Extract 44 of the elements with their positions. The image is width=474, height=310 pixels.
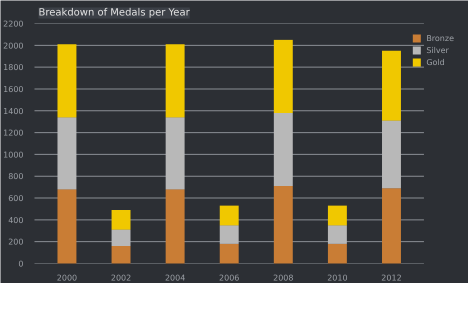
y-tick-label: 1600	[3, 84, 24, 94]
x-tick-label: 2000	[56, 274, 78, 282]
bar	[328, 225, 347, 244]
legend-label: Silver	[426, 46, 449, 54]
x-tick-label: 2006	[219, 274, 240, 282]
bar	[220, 225, 239, 244]
bar	[166, 44, 185, 118]
y-tick-label: 2000	[3, 41, 24, 50]
x-tick-label: 2012	[381, 274, 402, 282]
legend-label: Bronze	[426, 34, 454, 42]
bar	[166, 189, 185, 264]
bar	[57, 189, 76, 264]
y-tick-label: 600	[8, 194, 24, 204]
bar	[274, 186, 293, 264]
bar	[382, 188, 401, 264]
y-tick-label: 400	[8, 216, 24, 225]
bar	[274, 112, 293, 186]
bar	[166, 117, 185, 190]
bar	[112, 246, 131, 264]
y-tick-label: 200	[8, 238, 24, 247]
bar	[328, 244, 347, 264]
y-tick-label: 2200	[3, 20, 24, 28]
bar	[112, 230, 131, 246]
legend-label: Gold	[426, 58, 446, 66]
x-tick-label: 2010	[327, 274, 348, 282]
bar	[57, 117, 76, 190]
bar	[57, 44, 76, 118]
bar	[382, 120, 401, 188]
y-tick-label: 1400	[3, 106, 24, 116]
x-tick-label: 2004	[164, 274, 186, 282]
bar	[220, 206, 239, 226]
bar	[274, 40, 293, 113]
y-tick-label: 1000	[3, 150, 24, 160]
y-tick-label: 800	[8, 172, 24, 182]
bar	[112, 210, 131, 230]
x-tick-label: 2002	[110, 274, 132, 282]
bar	[328, 206, 347, 226]
y-tick-label: 1800	[3, 63, 24, 72]
y-tick-label: 1200	[3, 128, 24, 138]
chart-title: Breakdown of Medals per Year	[38, 8, 191, 18]
y-tick-label: 0	[18, 260, 24, 268]
x-tick-label: 2008	[273, 274, 294, 282]
bar	[382, 50, 401, 121]
bar	[220, 244, 239, 264]
